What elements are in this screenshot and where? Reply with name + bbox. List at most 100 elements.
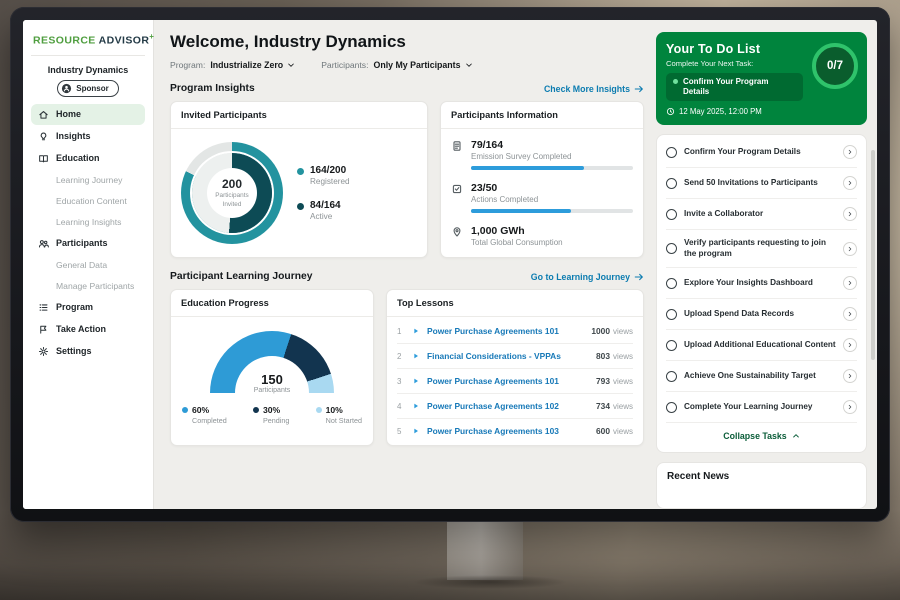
sidebar-item-manage-participants[interactable]: Manage Participants xyxy=(31,276,145,296)
stat-content: 23/50 Actions Completed xyxy=(471,182,633,213)
sidebar-item-education-content[interactable]: Education Content xyxy=(31,191,145,211)
task-checkbox[interactable] xyxy=(666,243,677,255)
task-open-button[interactable] xyxy=(843,369,857,384)
task-item-explore-your-insights-dashboard[interactable]: Explore Your Insights Dashboard xyxy=(666,268,857,300)
progress-bar-track xyxy=(471,166,633,170)
sidebar-item-program[interactable]: Program xyxy=(31,297,145,318)
task-checkbox[interactable] xyxy=(666,208,677,220)
lesson-title-link[interactable]: Power Purchase Agreements 101 xyxy=(427,376,559,386)
lesson-row[interactable]: 4 Power Purchase Agreements 102 734 views xyxy=(397,394,633,419)
lesson-row[interactable]: 3 Power Purchase Agreements 101 793 views xyxy=(397,369,633,394)
sidebar-item-label: Learning Insights xyxy=(56,216,122,227)
legend-dot-icon xyxy=(297,203,304,210)
task-open-button[interactable] xyxy=(843,338,857,353)
participants-filter-dropdown[interactable]: Only My Participants xyxy=(373,60,472,70)
education-icon xyxy=(38,153,49,164)
progress-bar-fill xyxy=(471,209,572,213)
sidebar-item-learning-insights[interactable]: Learning Insights xyxy=(31,212,145,232)
lesson-row[interactable]: 1 Power Purchase Agreements 101 1000 views xyxy=(397,319,633,344)
consumption-icon xyxy=(451,226,463,247)
insights-icon xyxy=(38,131,49,142)
sidebar-item-label: Learning Journey xyxy=(56,174,123,185)
lesson-title-link[interactable]: Power Purchase Agreements 101 xyxy=(427,326,559,336)
task-open-button[interactable] xyxy=(843,307,857,322)
task-open-button[interactable] xyxy=(843,400,857,415)
collapse-tasks-button[interactable]: Collapse Tasks xyxy=(666,423,857,450)
learning-journey-header: Participant Learning Journey Go to Learn… xyxy=(170,271,644,282)
lesson-views: 600 views xyxy=(596,426,633,436)
task-item-verify-participants-requesting-to-join-the-program[interactable]: Verify participants requesting to join t… xyxy=(666,230,857,269)
legend-text: 84/164 Active xyxy=(310,200,341,221)
arrow-right-icon xyxy=(634,272,644,282)
lesson-rank: 2 xyxy=(397,351,402,361)
task-checkbox[interactable] xyxy=(666,339,677,351)
task-checkbox[interactable] xyxy=(666,308,677,320)
task-checkbox[interactable] xyxy=(666,370,677,382)
sidebar-item-learning-journey[interactable]: Learning Journey xyxy=(31,170,145,190)
sidebar-item-settings[interactable]: Settings xyxy=(31,341,145,362)
sidebar-item-home[interactable]: Home xyxy=(31,103,145,125)
task-checkbox[interactable] xyxy=(666,177,677,189)
next-task-pill[interactable]: Confirm Your Program Details xyxy=(666,73,803,101)
lesson-row[interactable]: 5 Power Purchase Agreements 103 600 views xyxy=(397,419,633,443)
program-filter-dropdown[interactable]: Industrialize Zero xyxy=(210,60,295,70)
program-filter-label: Program: xyxy=(170,60,206,70)
task-checkbox[interactable] xyxy=(666,401,677,413)
sidebar-item-insights[interactable]: Insights xyxy=(31,126,145,147)
sponsor-badge-label: Sponsor xyxy=(76,83,109,93)
take-action-icon xyxy=(38,324,49,335)
legend-text: 164/200 Registered xyxy=(310,165,350,186)
task-item-achieve-one-sustainability-target[interactable]: Achieve One Sustainability Target xyxy=(666,361,857,393)
legend-text: 10% Not Started xyxy=(326,405,362,425)
check-more-insights-link[interactable]: Check More Insights xyxy=(544,84,644,94)
sidebar-item-label: General Data xyxy=(56,259,108,270)
todo-progress-badge: 0/7 xyxy=(812,43,858,89)
task-open-button[interactable] xyxy=(843,207,857,221)
lesson-title-link[interactable]: Power Purchase Agreements 103 xyxy=(427,426,559,436)
go-to-learning-journey-link[interactable]: Go to Learning Journey xyxy=(531,272,644,282)
scrollbar[interactable] xyxy=(871,150,875,360)
gauge-center: 150 Participants xyxy=(210,372,334,394)
task-item-send-50-invitations-to-participants[interactable]: Send 50 Invitations to Participants xyxy=(666,168,857,199)
sponsor-badge[interactable]: Sponsor xyxy=(57,79,119,97)
dashboard-screen: RESOURCE ADVISOR+ Industry Dynamics Spon… xyxy=(23,20,877,509)
task-item-invite-a-collaborator[interactable]: Invite a Collaborator xyxy=(666,199,857,230)
legend-dot-icon xyxy=(253,407,259,413)
task-checkbox[interactable] xyxy=(666,146,677,158)
chevron-down-icon xyxy=(287,61,295,69)
gauge-legend-item: 60% Completed xyxy=(182,405,227,425)
task-item-upload-spend-data-records[interactable]: Upload Spend Data Records xyxy=(666,299,857,331)
participants-information-card: Participants Information 79/164 Emission … xyxy=(440,101,644,258)
program-insights-cards: Invited Participants 200 Participants In… xyxy=(170,101,644,258)
chevron-up-icon xyxy=(792,432,800,440)
todo-subtitle: Complete Your Next Task: xyxy=(666,59,754,68)
app-logo: RESOURCE ADVISOR+ xyxy=(31,30,154,56)
task-open-button[interactable] xyxy=(843,241,857,256)
task-label: Confirm Your Program Details xyxy=(684,146,801,156)
task-open-button[interactable] xyxy=(843,276,857,291)
legend-text: 30% Pending xyxy=(263,405,289,425)
task-item-complete-your-learning-journey[interactable]: Complete Your Learning Journey xyxy=(666,392,857,424)
sidebar-item-take-action[interactable]: Take Action xyxy=(31,319,145,340)
sidebar-item-general-data[interactable]: General Data xyxy=(31,255,145,275)
sidebar-item-education[interactable]: Education xyxy=(31,148,145,169)
sidebar: RESOURCE ADVISOR+ Industry Dynamics Spon… xyxy=(23,20,154,509)
lesson-rank: 5 xyxy=(397,426,402,436)
task-item-confirm-your-program-details[interactable]: Confirm Your Program Details xyxy=(666,137,857,168)
lesson-row[interactable]: 2 Financial Considerations - VPPAs 803 view… xyxy=(397,344,633,369)
task-open-button[interactable] xyxy=(843,176,857,190)
program-insights-title: Program Insights xyxy=(170,83,255,94)
task-open-button[interactable] xyxy=(843,145,857,159)
task-label: Verify participants requesting to join t… xyxy=(684,238,826,258)
sidebar-item-participants[interactable]: Participants xyxy=(31,233,145,254)
stat-row: 23/50 Actions Completed xyxy=(451,182,633,213)
recent-news-title: Recent News xyxy=(667,471,730,483)
task-item-upload-additional-educational-content[interactable]: Upload Additional Educational Content xyxy=(666,330,857,362)
settings-icon xyxy=(38,346,49,357)
donut-center-label: Participants Invited xyxy=(215,192,249,208)
participants-information-card-title: Participants Information xyxy=(441,102,643,129)
lesson-views: 1000 views xyxy=(591,326,633,336)
lesson-title-link[interactable]: Financial Considerations - VPPAs xyxy=(427,351,561,361)
lesson-title-link[interactable]: Power Purchase Agreements 102 xyxy=(427,401,559,411)
task-checkbox[interactable] xyxy=(666,277,677,289)
